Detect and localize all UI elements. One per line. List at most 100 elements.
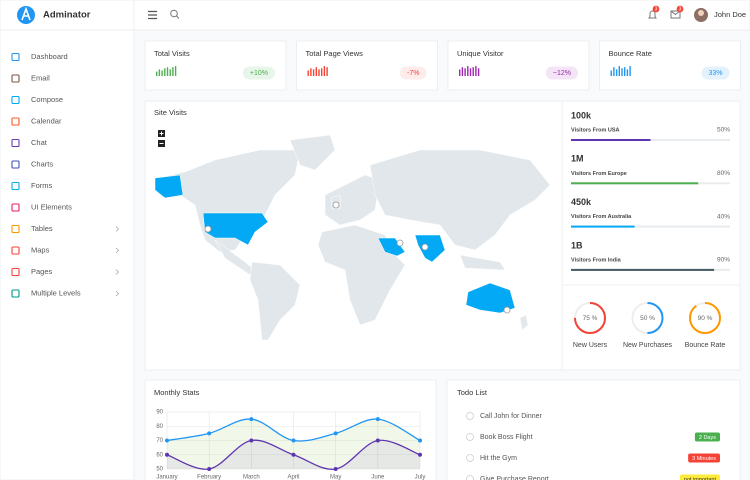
todo-tag — [694, 432, 720, 442]
sparkline-bar — [621, 68, 623, 76]
menu-item[interactable]: Email — [31, 73, 50, 82]
sparkline-bar — [626, 69, 629, 76]
stat-badge — [701, 66, 730, 80]
progress-bar — [571, 139, 651, 141]
progress-track — [571, 225, 730, 228]
todo-checkbox[interactable] — [466, 433, 474, 441]
series-point — [375, 438, 380, 443]
todo-text: Call John for Dinner — [480, 413, 543, 420]
todo-tag — [688, 453, 720, 463]
gauge-label: 90 % — [698, 315, 713, 322]
menu-icon — [11, 138, 20, 148]
sparkline-bar — [315, 67, 317, 76]
menu-item[interactable]: Pages — [31, 267, 53, 276]
todo-checkbox[interactable] — [466, 412, 474, 420]
user-name[interactable]: John Doe — [714, 10, 746, 19]
country[interactable] — [414, 234, 446, 263]
sparkline-bar — [323, 66, 326, 76]
menu-chevron — [115, 269, 120, 275]
series-point — [375, 417, 380, 422]
menu-item[interactable]: Chat — [31, 138, 48, 147]
menu-chevron — [115, 290, 120, 297]
menu-item[interactable]: Compose — [31, 95, 63, 104]
marker[interactable] — [421, 243, 429, 251]
mail-icon[interactable] — [670, 10, 681, 19]
x-tick-label: June — [371, 475, 385, 480]
country[interactable] — [202, 212, 269, 246]
continent — [519, 314, 529, 331]
stat-title: Bounce Rate — [609, 49, 652, 58]
sparkline-bar — [469, 68, 472, 76]
menu-item[interactable]: Calendar — [31, 116, 62, 125]
todo-tag-text: 3 Minutes — [692, 456, 716, 462]
menu-icon — [11, 203, 20, 212]
menu-item[interactable]: Tables — [31, 224, 53, 233]
map-markers — [204, 201, 511, 314]
series-point — [165, 438, 169, 443]
progress-bar — [571, 268, 715, 271]
highlighted-countries — [154, 174, 516, 314]
continent — [317, 224, 406, 326]
bell-icon[interactable] — [648, 10, 657, 19]
stat-badge — [400, 66, 427, 80]
continent — [289, 134, 336, 171]
world-map — [157, 134, 551, 341]
menu-icon — [11, 95, 20, 105]
todo-checkbox[interactable] — [466, 454, 474, 462]
sparkline-bar — [613, 67, 615, 76]
country[interactable] — [377, 237, 406, 257]
todo-tag — [679, 474, 720, 480]
menu-item[interactable]: Multiple Levels — [31, 288, 81, 297]
y-tick-label: 60 — [156, 452, 163, 458]
progress-bar — [571, 182, 699, 185]
series-point — [418, 438, 422, 443]
stat-card — [144, 40, 287, 91]
menu-icon — [11, 117, 20, 126]
region-total: 1M — [571, 154, 584, 164]
sparkline-bar — [629, 66, 631, 76]
region-percent: 40% — [717, 213, 730, 220]
search-icon[interactable] — [170, 9, 178, 18]
menu-item[interactable]: Forms — [31, 181, 52, 190]
stat-card — [599, 40, 741, 91]
todo-text: Give Purchase Report — [480, 476, 549, 480]
topbar — [133, 0, 750, 31]
marker[interactable] — [204, 225, 212, 233]
menu-item[interactable]: Maps — [31, 245, 50, 254]
series-point — [249, 417, 254, 422]
gauge-arc — [631, 302, 664, 334]
sparkline-bar — [618, 66, 620, 76]
sparkline-bar — [464, 68, 466, 76]
menu-item[interactable]: UI Elements — [31, 202, 72, 211]
avatar-face — [698, 10, 704, 16]
y-tick-label: 90 — [156, 410, 163, 416]
menu-icon — [11, 289, 20, 298]
stat-badge-text: +10% — [250, 70, 268, 77]
region-label: Visitors From Australia — [571, 214, 632, 220]
menu-item[interactable]: Charts — [31, 159, 53, 168]
menu-icon — [11, 267, 20, 277]
continent — [324, 174, 381, 226]
sparkline-bar — [326, 67, 328, 76]
stat-card — [296, 40, 438, 91]
message-count: 3 — [679, 7, 682, 13]
stat-title: Unique Visitor — [457, 49, 504, 58]
marker[interactable] — [503, 306, 511, 314]
todo-checkbox[interactable] — [466, 475, 474, 480]
menu-toggle[interactable] — [148, 10, 157, 20]
marker[interactable] — [332, 201, 340, 209]
country[interactable] — [154, 174, 184, 199]
marker[interactable] — [396, 239, 404, 247]
stat-badge-text: -7% — [407, 70, 419, 77]
menu-item[interactable]: Dashboard — [31, 52, 68, 61]
todo-tag-text: not important — [684, 477, 717, 480]
todo-text: Hit the Gym — [480, 455, 517, 462]
logo-mark — [21, 6, 31, 21]
search-handle — [176, 15, 180, 19]
x-tick-label: July — [415, 475, 426, 480]
sparkline-bar — [161, 70, 163, 76]
sparkline-bar — [169, 69, 171, 76]
notification-count: 3 — [655, 7, 658, 13]
